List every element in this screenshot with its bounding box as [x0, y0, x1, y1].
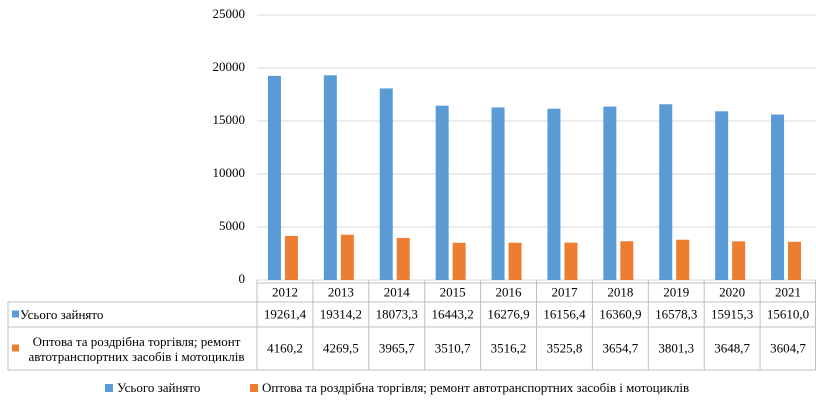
bar	[396, 237, 410, 280]
bar	[788, 241, 802, 280]
table-value: 3654,7	[602, 340, 638, 355]
x-tick-label: 2020	[719, 284, 745, 299]
row-header: Оптова та роздрібна торгівля; ремонт авт…	[28, 333, 245, 364]
x-tick-label: 2013	[328, 284, 354, 299]
table-value: 16360,9	[599, 306, 641, 321]
table-value: 3801,3	[658, 340, 694, 355]
bar	[452, 242, 466, 280]
x-tick-label: 2016	[496, 284, 523, 299]
y-tick-label: 10000	[213, 165, 246, 180]
bar	[323, 75, 337, 281]
x-tick-label: 2014	[384, 284, 411, 299]
x-tick-label: 2017	[551, 284, 578, 299]
x-tick-label: 2021	[775, 284, 801, 299]
bar	[732, 241, 746, 280]
bar	[284, 235, 298, 280]
row-header-text: Оптова та роздрібна торгівля; ремонт авт…	[28, 333, 245, 364]
table-value: 3525,8	[547, 340, 583, 355]
legend-swatch	[12, 344, 19, 352]
bar	[659, 104, 673, 280]
row-header-text: Усього зайнято	[20, 307, 104, 322]
table-value: 4160,2	[267, 340, 303, 355]
x-tick-label: 2012	[272, 284, 298, 299]
table-value: 16443,2	[432, 306, 474, 321]
bar	[715, 111, 729, 280]
bar	[379, 88, 393, 280]
x-tick-label: 2018	[607, 284, 633, 299]
table-value: 3648,7	[714, 340, 750, 355]
bar	[676, 239, 690, 280]
bar	[620, 241, 634, 280]
y-tick-label: 5000	[219, 218, 245, 233]
y-tick-label: 25000	[213, 6, 246, 21]
bar	[564, 242, 578, 280]
bar	[508, 242, 522, 280]
table-value: 3604,7	[770, 340, 806, 355]
table-value: 19314,2	[320, 306, 362, 321]
table-value: 16578,3	[655, 306, 697, 321]
bar	[267, 75, 281, 280]
legend-label: Оптова та роздрібна торгівля; ремонт авт…	[262, 380, 689, 395]
legend-swatch	[12, 310, 19, 318]
table-value: 3516,2	[491, 340, 527, 355]
table-value: 15610,0	[767, 306, 809, 321]
table-value: 16156,4	[543, 306, 586, 321]
table-value: 15915,3	[711, 306, 753, 321]
bar	[491, 107, 505, 280]
legend-swatch	[105, 384, 113, 392]
bar	[340, 234, 354, 280]
bar	[771, 114, 785, 280]
bar	[435, 105, 449, 280]
table-value: 4269,5	[323, 340, 359, 355]
bar	[547, 108, 561, 280]
table-value: 18073,3	[376, 306, 418, 321]
x-tick-label: 2015	[440, 284, 466, 299]
table-value: 19261,4	[264, 306, 307, 321]
y-tick-label: 0	[239, 271, 246, 286]
table-value: 3510,7	[435, 340, 471, 355]
legend-label: Усього зайнято	[117, 380, 200, 395]
y-tick-label: 15000	[213, 112, 246, 127]
table-value: 3965,7	[379, 340, 415, 355]
table-value: 16276,9	[487, 306, 529, 321]
y-tick-label: 20000	[213, 59, 246, 74]
x-tick-label: 2019	[663, 284, 689, 299]
row-header: Усього зайнято	[20, 307, 104, 322]
bar	[603, 106, 617, 280]
legend-swatch	[250, 384, 258, 392]
